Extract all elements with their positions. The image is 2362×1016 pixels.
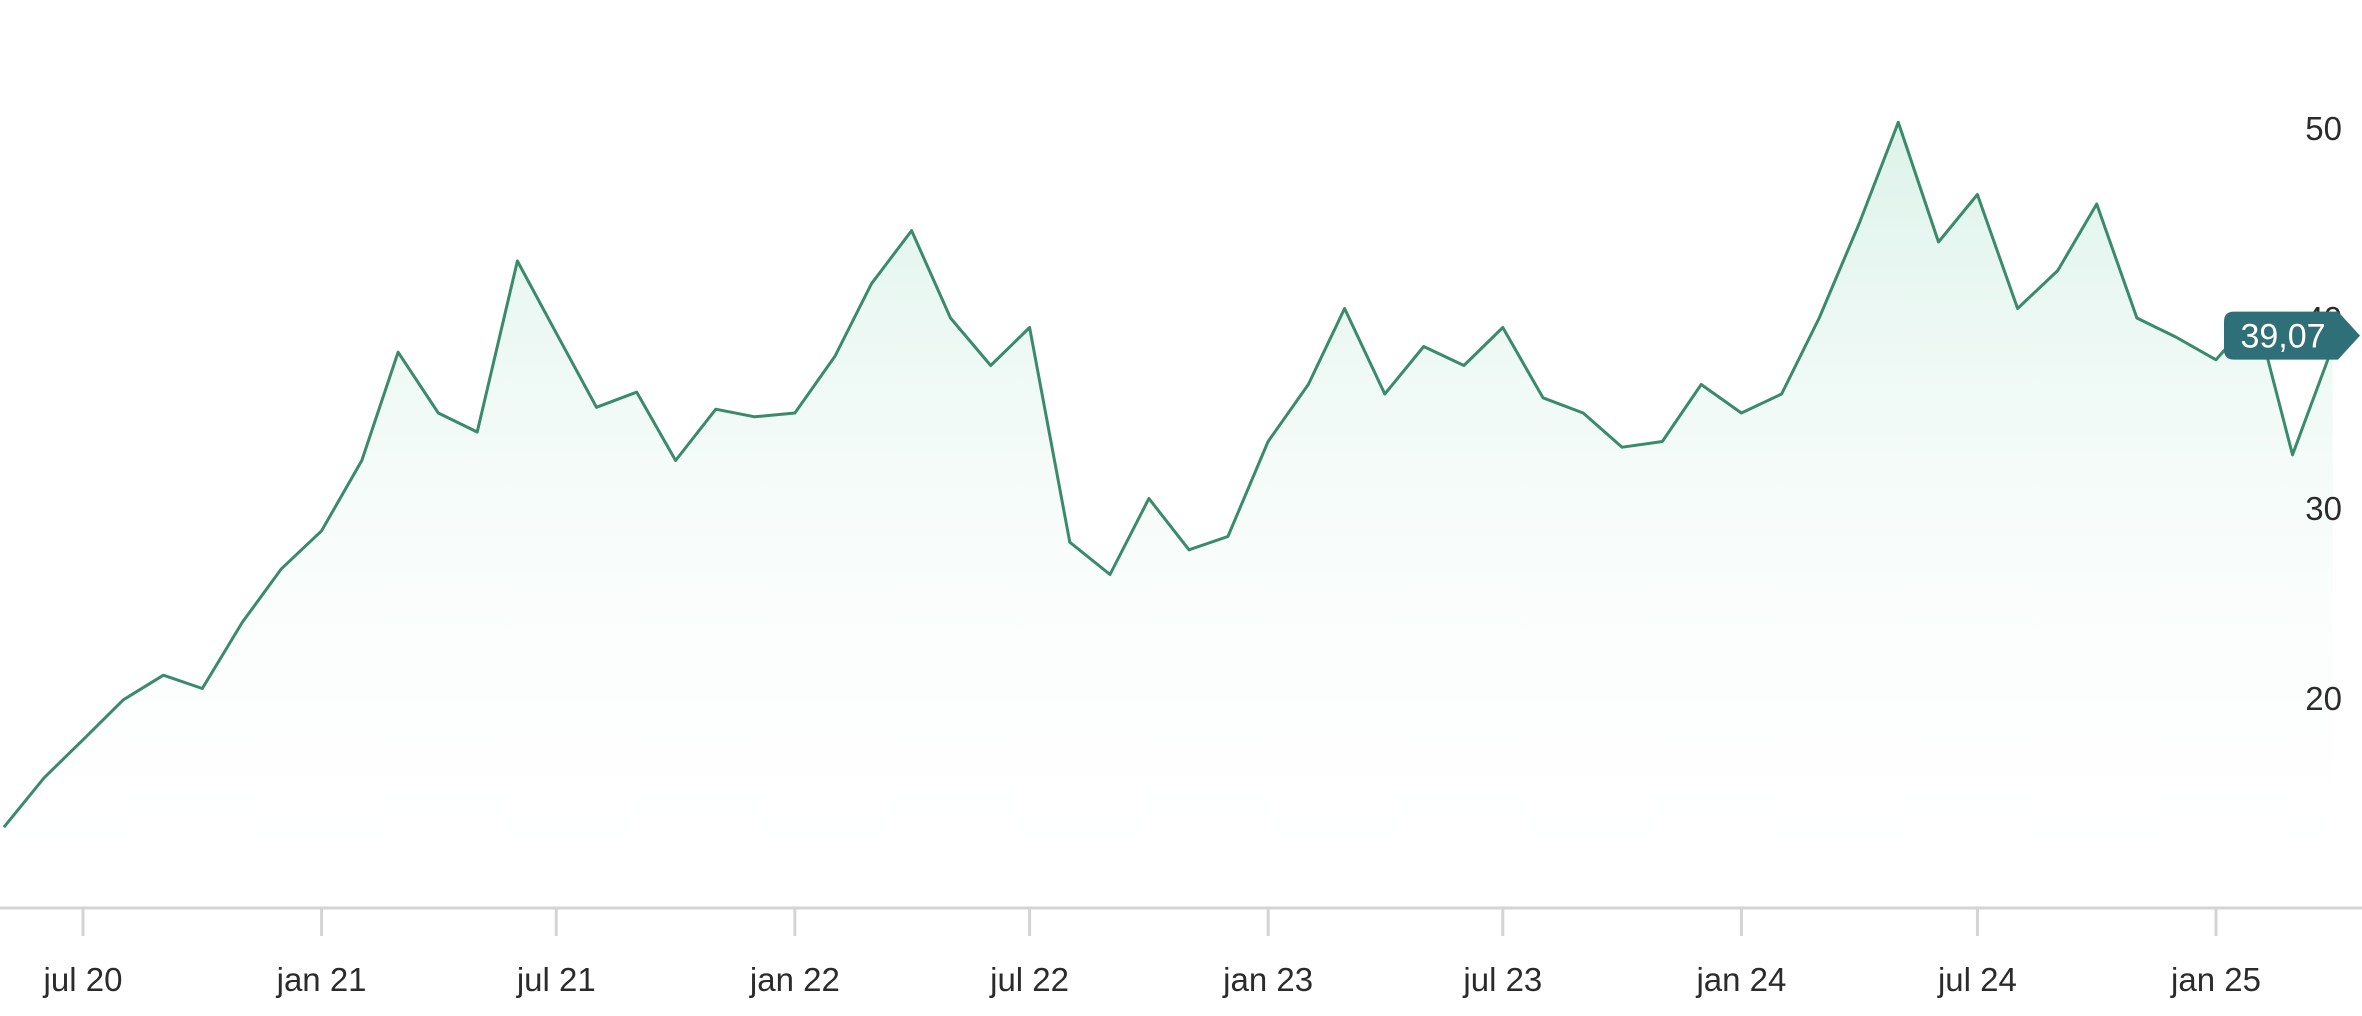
- x-tick-label: jan 22: [749, 961, 840, 998]
- price-line: [2, 120, 2335, 829]
- x-tick-label: jan 24: [1695, 961, 1786, 998]
- y-tick-label: 20: [2305, 680, 2342, 717]
- x-tick-label: jan 21: [276, 961, 367, 998]
- x-tick-label: jan 25: [2170, 961, 2261, 998]
- x-axis: jul 20 jan 21 jul 21 jan 22 jul 22 jan 23 jul …: [43, 908, 2261, 998]
- last-price-badge-shape: [2224, 311, 2360, 360]
- price-series-line: [2, 120, 2335, 829]
- price-area-fill: [3, 122, 2333, 909]
- x-tick-label: jan 23: [1222, 961, 1313, 998]
- x-tick-label: jul 21: [516, 961, 596, 998]
- x-tick-label: jul 24: [1937, 961, 2017, 998]
- last-price-badge: 39,07: [2224, 311, 2360, 360]
- last-price-label: 39,07: [2240, 318, 2325, 356]
- price-area: [3, 122, 2333, 909]
- x-tick-label: jul 22: [989, 961, 1069, 998]
- y-tick-label: 50: [2305, 110, 2342, 147]
- x-tick-label: jul 20: [43, 961, 123, 998]
- y-tick-label: 30: [2305, 490, 2342, 527]
- x-tick-label: jul 23: [1462, 961, 1542, 998]
